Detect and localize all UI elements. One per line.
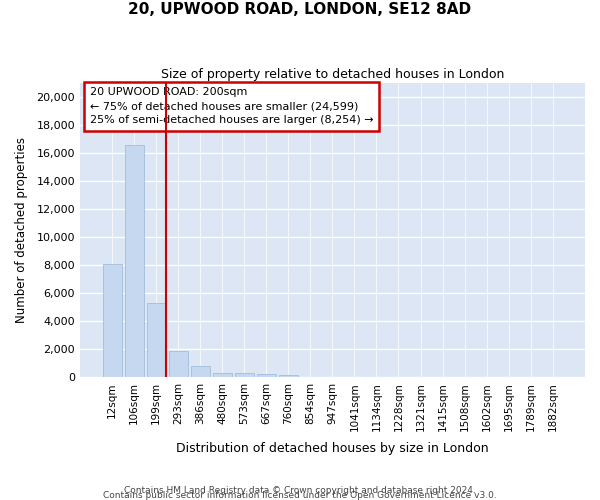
Bar	[279, 374, 298, 378]
Y-axis label: Number of detached properties: Number of detached properties	[15, 137, 28, 323]
Text: 20, UPWOOD ROAD, LONDON, SE12 8AD: 20, UPWOOD ROAD, LONDON, SE12 8AD	[128, 2, 472, 18]
Text: Contains public sector information licensed under the Open Government Licence v3: Contains public sector information licen…	[103, 490, 497, 500]
Bar	[169, 352, 188, 378]
Text: Contains HM Land Registry data © Crown copyright and database right 2024.: Contains HM Land Registry data © Crown c…	[124, 486, 476, 495]
Bar	[147, 303, 166, 378]
X-axis label: Distribution of detached houses by size in London: Distribution of detached houses by size …	[176, 442, 489, 455]
Title: Size of property relative to detached houses in London: Size of property relative to detached ho…	[161, 68, 504, 80]
Bar	[257, 374, 275, 378]
Bar	[235, 374, 254, 378]
Bar	[213, 372, 232, 378]
Bar	[125, 144, 143, 378]
Text: 20 UPWOOD ROAD: 200sqm
← 75% of detached houses are smaller (24,599)
25% of semi: 20 UPWOOD ROAD: 200sqm ← 75% of detached…	[90, 88, 374, 126]
Bar	[103, 264, 122, 378]
Bar	[191, 366, 209, 378]
